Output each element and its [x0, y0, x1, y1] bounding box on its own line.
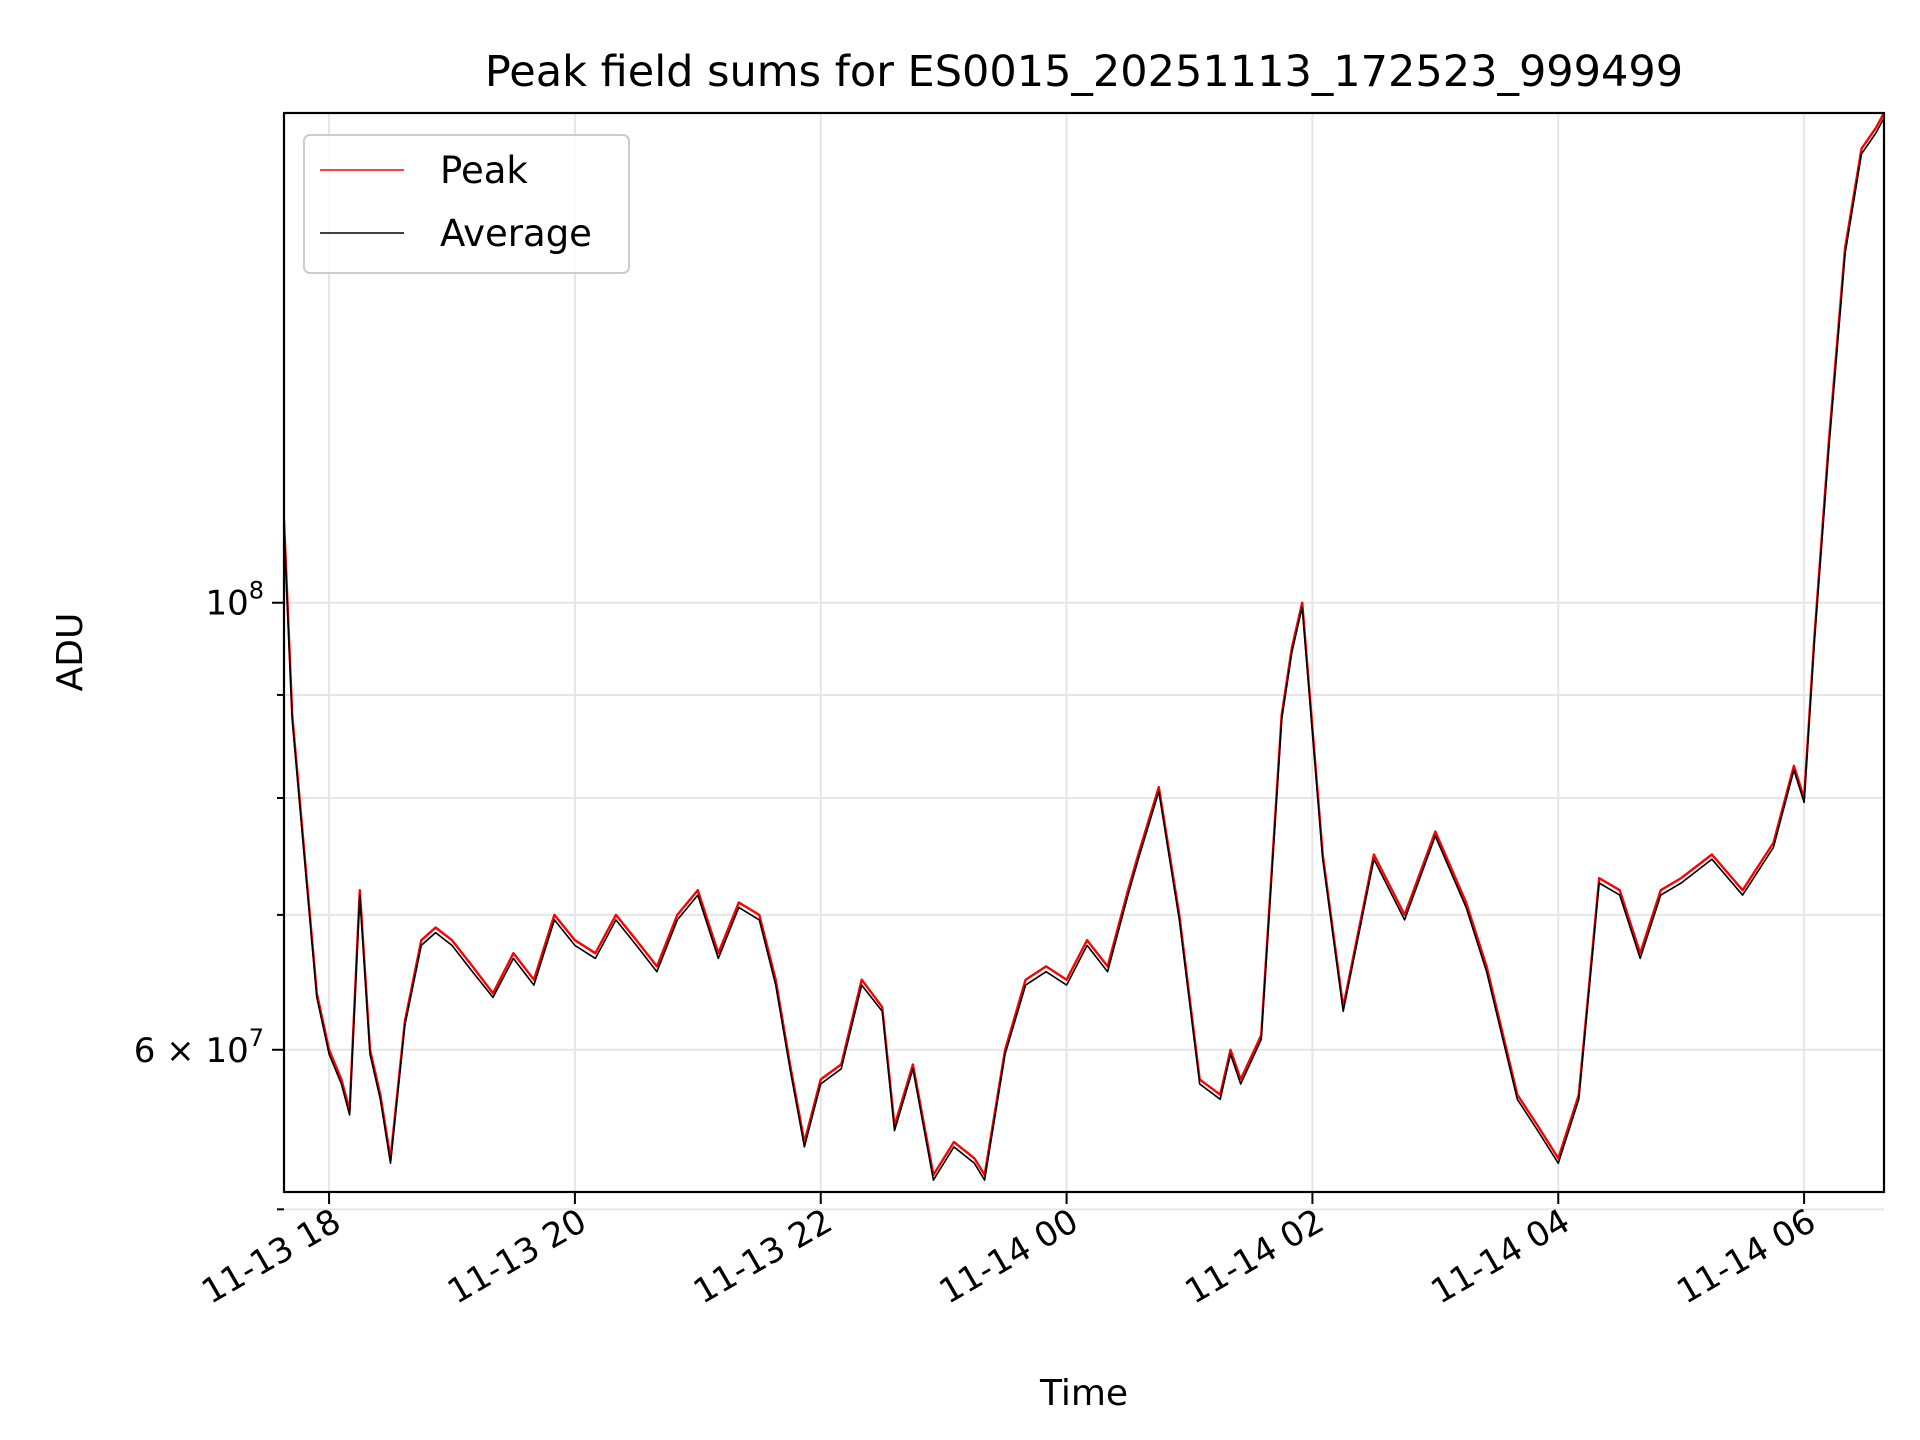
plot-frame: [282, 111, 1886, 1194]
x-tick-label: 11-14 06: [1670, 1201, 1822, 1312]
x-tick-label: 11-13 18: [195, 1201, 347, 1312]
legend-label-average: Average: [440, 212, 592, 255]
chart-title: Peak field sums for ES0015_20251113_1725…: [485, 47, 1683, 97]
y-tick-mantissa: 6 ×: [134, 1031, 206, 1071]
x-tick-label: 11-14 02: [1179, 1201, 1331, 1312]
y-tick-exponent: 7: [249, 1024, 264, 1052]
legend: Peak Average: [303, 134, 630, 274]
x-axis-label: Time: [1039, 1373, 1128, 1414]
y-tick-label: 6 × 107: [134, 1024, 264, 1071]
series-line-average: [284, 117, 1884, 1181]
x-tick-label: 11-13 22: [687, 1201, 839, 1312]
x-tick-label: 11-14 04: [1424, 1201, 1576, 1312]
y-tick-exponent: 8: [249, 577, 264, 605]
grid-lines: [284, 113, 1884, 1211]
x-tick-label: 11-14 00: [933, 1201, 1085, 1312]
series-lines: [284, 113, 1884, 1181]
legend-label-peak: Peak: [440, 149, 528, 192]
y-tick-base: 10: [205, 584, 248, 624]
x-tick-label: 11-13 20: [441, 1201, 593, 1312]
y-tick-label: 108: [205, 577, 264, 624]
y-axis-label: ADU: [50, 613, 91, 692]
y-tick-base: 10: [205, 1031, 248, 1071]
series-line-peak: [284, 113, 1884, 1177]
